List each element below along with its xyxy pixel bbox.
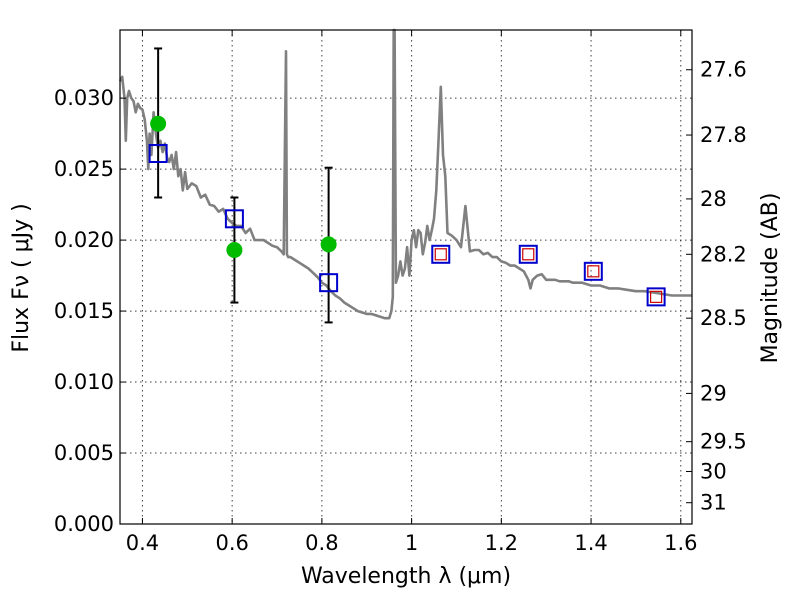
y2-tick-label: 30	[700, 459, 727, 483]
y2-axis-label: Magnitude (AB)	[758, 193, 783, 364]
y-tick-label: 0.030	[54, 86, 114, 110]
y-tick-label: 0.015	[54, 299, 114, 323]
error-bars-layer	[154, 47, 333, 324]
y-axis-label: Flux Fν ( μJy )	[9, 203, 34, 352]
observed-flux-point	[226, 242, 243, 259]
inner-band-square	[434, 248, 447, 261]
model-spectrum-line	[118, 28, 692, 320]
x-tick-label: 0.6	[215, 531, 248, 555]
x-tick-label: 1.2	[485, 531, 518, 555]
plot-frame	[119, 29, 693, 525]
y-tick-label: 0.005	[54, 441, 114, 465]
inner-band-square	[650, 290, 663, 303]
model-band-square	[319, 273, 339, 293]
observed-flux-point	[150, 115, 167, 132]
y-tick-label: 0.025	[54, 157, 114, 181]
model-band-square	[583, 261, 603, 281]
inner-band-square	[522, 248, 535, 261]
markers-layer	[148, 115, 666, 307]
y2-tick-label: 29.5	[700, 430, 747, 454]
y2-tick-label: 28	[700, 187, 727, 211]
model-spectrum-layer	[118, 28, 692, 320]
y-tick-label: 0.010	[54, 370, 114, 394]
x-tick-label: 0.8	[305, 531, 338, 555]
model-band-square	[518, 244, 538, 264]
inner-band-square	[587, 265, 600, 278]
observed-flux-point	[320, 236, 337, 253]
axis-ticks	[120, 30, 692, 525]
model-band-square	[148, 144, 168, 163]
model-band-square	[431, 244, 451, 264]
x-tick-label: 1.6	[664, 531, 697, 555]
y2-tick-label: 28.5	[700, 306, 747, 330]
y2-tick-label: 27.8	[700, 123, 747, 147]
model-band-square	[646, 287, 666, 307]
y-tick-label: 0.000	[54, 512, 114, 536]
x-tick-label: 1	[405, 531, 418, 555]
y2-tick-label: 29	[700, 381, 727, 405]
x-tick-label: 0.4	[126, 531, 159, 555]
grid-lines	[120, 30, 692, 524]
x-axis-label: Wavelength λ (μm)	[301, 564, 511, 589]
tick-labels: 0.4 0.6 0.8 1 1.2 1.4 1.6 0.000 0.005 0.010 0.015 0…	[54, 58, 747, 555]
model-band-square	[224, 209, 244, 229]
y2-tick-label: 31	[700, 491, 727, 515]
y-tick-label: 0.020	[54, 228, 114, 252]
x-tick-label: 1.4	[574, 531, 607, 555]
y2-tick-label: 28.2	[700, 242, 747, 266]
y2-tick-label: 27.6	[700, 58, 747, 82]
